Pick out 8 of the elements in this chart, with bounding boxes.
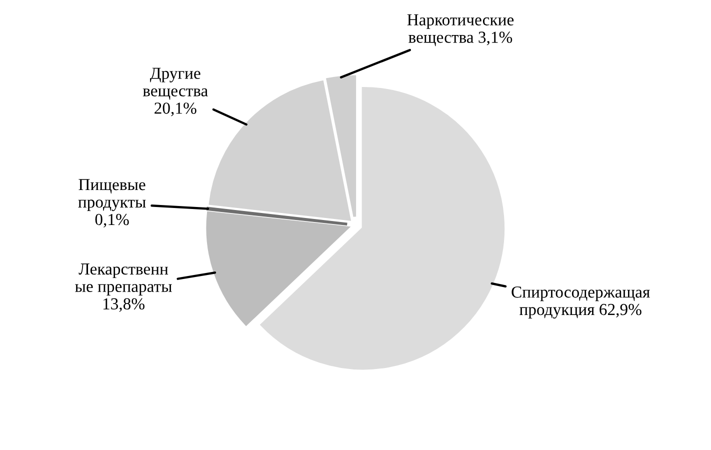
slice-label: Другие вещества bbox=[142, 68, 208, 100]
data-label: 20,1% bbox=[154, 102, 196, 116]
slice-label: Пищевые продукты bbox=[78, 179, 146, 212]
slice-label: Лекарственн ые препараты bbox=[75, 264, 172, 296]
slice-label: Наркотические вещества 3,1% bbox=[407, 14, 514, 46]
slice-label: Спиртосодержащая продукция 62,9% bbox=[512, 286, 650, 319]
data-label: 0,1% bbox=[95, 214, 129, 228]
data-label: 13,8% bbox=[103, 298, 144, 312]
